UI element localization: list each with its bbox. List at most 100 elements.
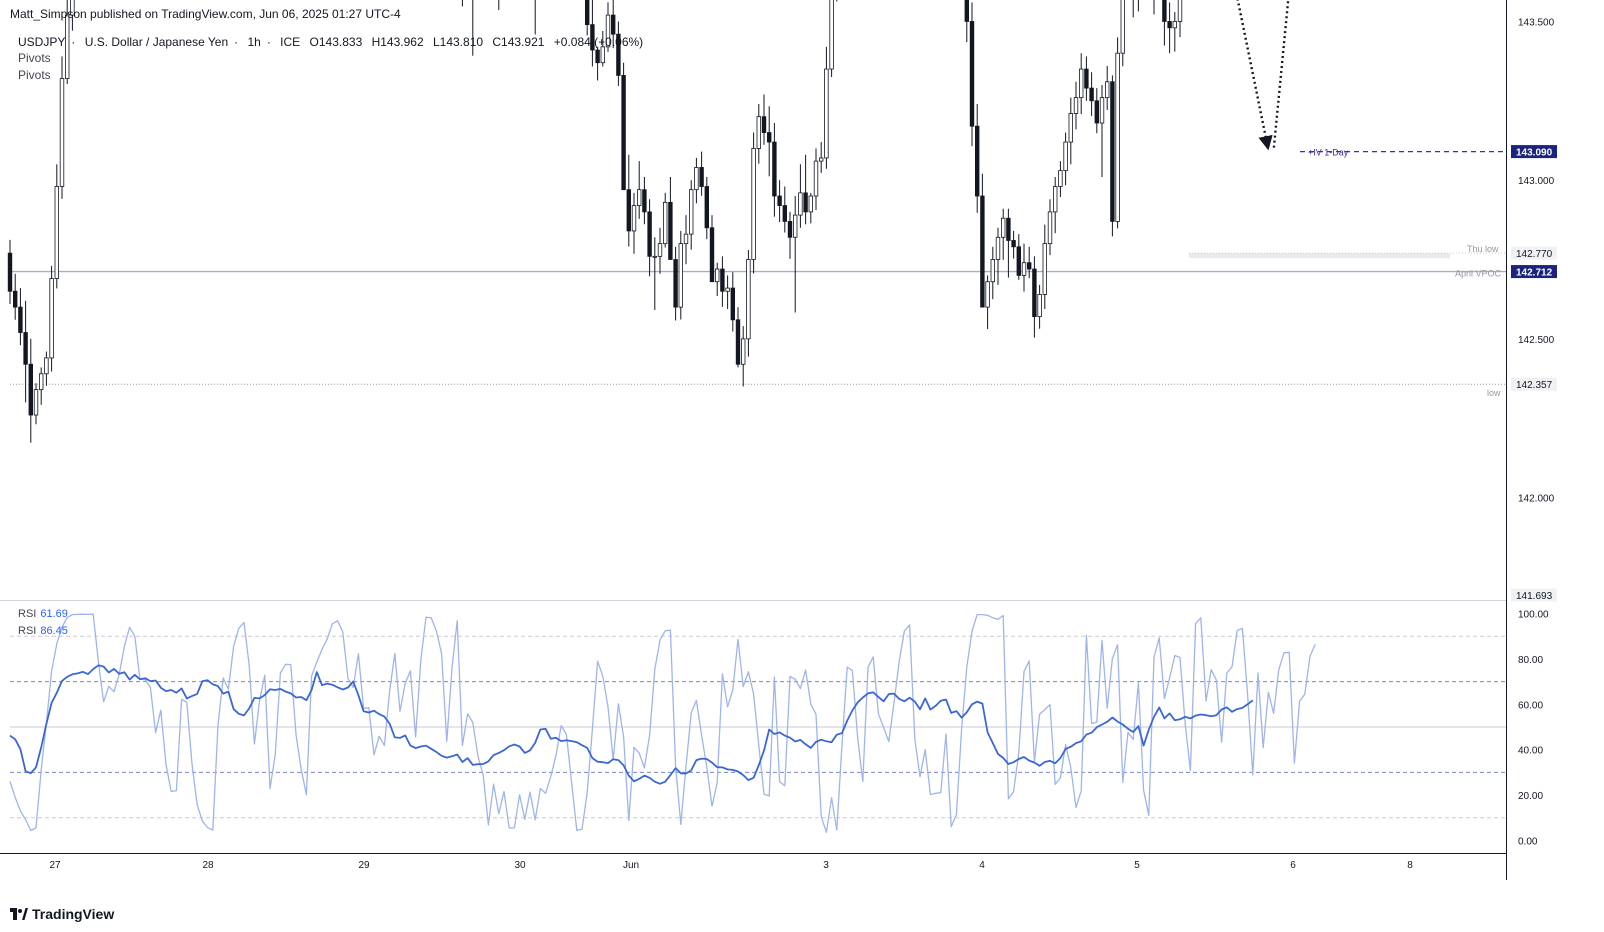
candle-body	[1172, 21, 1177, 29]
price-label-142-770: 142.770	[1511, 246, 1557, 260]
ohlc-change: +0.084 (+0.06%)	[553, 35, 644, 49]
candle	[585, 0, 590, 36]
candle	[761, 94, 767, 145]
candle-body	[730, 287, 735, 321]
candle	[730, 272, 735, 332]
price-label-text: 141.693	[1516, 591, 1553, 602]
candle-body	[1110, 81, 1115, 222]
time-tick-label: Jun	[623, 860, 639, 871]
candle	[995, 227, 1001, 285]
candle	[678, 230, 683, 320]
price-label-bg	[1511, 265, 1557, 279]
symbol-info-line[interactable]: USDJPY · U.S. Dollar / Japanese Yen · 1h · …	[18, 35, 644, 49]
candle	[741, 326, 746, 387]
publisher-attribution: Matt_Simpson published on TradingView.co…	[10, 7, 401, 21]
candle-body	[54, 186, 59, 279]
candle	[626, 154, 631, 247]
candle	[715, 262, 720, 297]
candle	[772, 123, 777, 217]
candle	[70, 0, 75, 31]
candle	[65, 0, 70, 84]
candle-body	[605, 14, 611, 48]
candle	[787, 211, 793, 259]
candle-body	[1037, 294, 1042, 318]
candle	[813, 148, 819, 210]
price-tick-label: 142.500	[1518, 335, 1555, 346]
ohlc-low: L143.810	[432, 35, 484, 49]
rsi-tick-label: 0.00	[1518, 837, 1538, 848]
candle	[699, 151, 704, 196]
candle-body	[642, 189, 647, 213]
candle-body	[1027, 262, 1032, 270]
candle-body	[673, 259, 678, 308]
candle	[534, 0, 536, 35]
candle-body	[1089, 87, 1094, 102]
annotation--iv-1-day: +IV 1-Day	[1308, 148, 1349, 158]
symbol-description: U.S. Dollar / Japanese Yen	[84, 35, 229, 49]
candle-body	[590, 24, 595, 51]
rsi-tick-label: 20.00	[1518, 791, 1543, 802]
candle	[54, 164, 59, 289]
price-label-142-357: 142.357	[1511, 377, 1557, 391]
price-label-bg	[1511, 246, 1557, 260]
candle-body	[657, 243, 663, 257]
candle	[663, 192, 668, 248]
candle-body	[683, 233, 689, 245]
candle	[1099, 84, 1105, 177]
candle-body	[12, 290, 18, 308]
candle	[673, 246, 678, 321]
candle	[1167, 2, 1172, 54]
candle	[756, 103, 761, 164]
candle-body	[824, 68, 829, 159]
candle	[631, 192, 637, 254]
price-label-bg	[1511, 377, 1557, 391]
candle	[1084, 56, 1089, 101]
candle-body	[1094, 100, 1099, 124]
candle	[1110, 75, 1115, 237]
candle	[1027, 246, 1032, 279]
tradingview-logo[interactable]: TradingView	[10, 906, 114, 922]
candle-body	[995, 236, 1001, 260]
candle	[1177, 0, 1183, 38]
rsi-legend-label: RSI	[18, 608, 37, 620]
candle	[1037, 284, 1042, 329]
candle	[777, 180, 782, 223]
time-tick-label: 3	[823, 860, 829, 871]
candle	[33, 383, 39, 425]
rsi-legend-label: RSI	[18, 625, 37, 637]
candle	[751, 132, 756, 274]
indicator-legend-pivots-1[interactable]: Pivots	[18, 51, 51, 65]
candle-body	[59, 78, 65, 187]
candle	[611, 0, 616, 49]
candle-body	[990, 259, 995, 283]
forecast-arrows	[1236, 0, 1290, 151]
time-tick-label: 27	[49, 860, 61, 871]
price-label-text: 142.770	[1516, 249, 1553, 260]
candle-body	[1167, 21, 1172, 29]
indicator-legend-pivots-2[interactable]: Pivots	[18, 68, 51, 82]
candle	[498, 0, 500, 11]
candle-body	[600, 46, 605, 64]
rsi-legend-1[interactable]: RSI 61.69	[18, 608, 68, 620]
candle	[1032, 256, 1037, 338]
time-tick-label: 30	[514, 860, 526, 871]
candle	[735, 307, 741, 368]
candle-body	[767, 132, 772, 143]
symbol-interval[interactable]: 1h	[247, 35, 261, 49]
price-label-text: 142.357	[1516, 380, 1553, 391]
annotation-thu-low: Thu low	[1467, 244, 1499, 254]
candle	[1011, 230, 1016, 259]
time-tick-label: 4	[979, 860, 985, 871]
annotation-low: low	[1487, 388, 1501, 398]
candle	[28, 338, 33, 443]
symbol-ticker[interactable]: USDJPY	[18, 35, 66, 49]
candle	[819, 142, 824, 173]
candle-body	[735, 319, 741, 365]
time-tick-label: 6	[1290, 860, 1296, 871]
candle	[472, 0, 474, 56]
candle-body	[1099, 97, 1105, 124]
rsi-legend-2[interactable]: RSI 86.45	[18, 625, 68, 637]
